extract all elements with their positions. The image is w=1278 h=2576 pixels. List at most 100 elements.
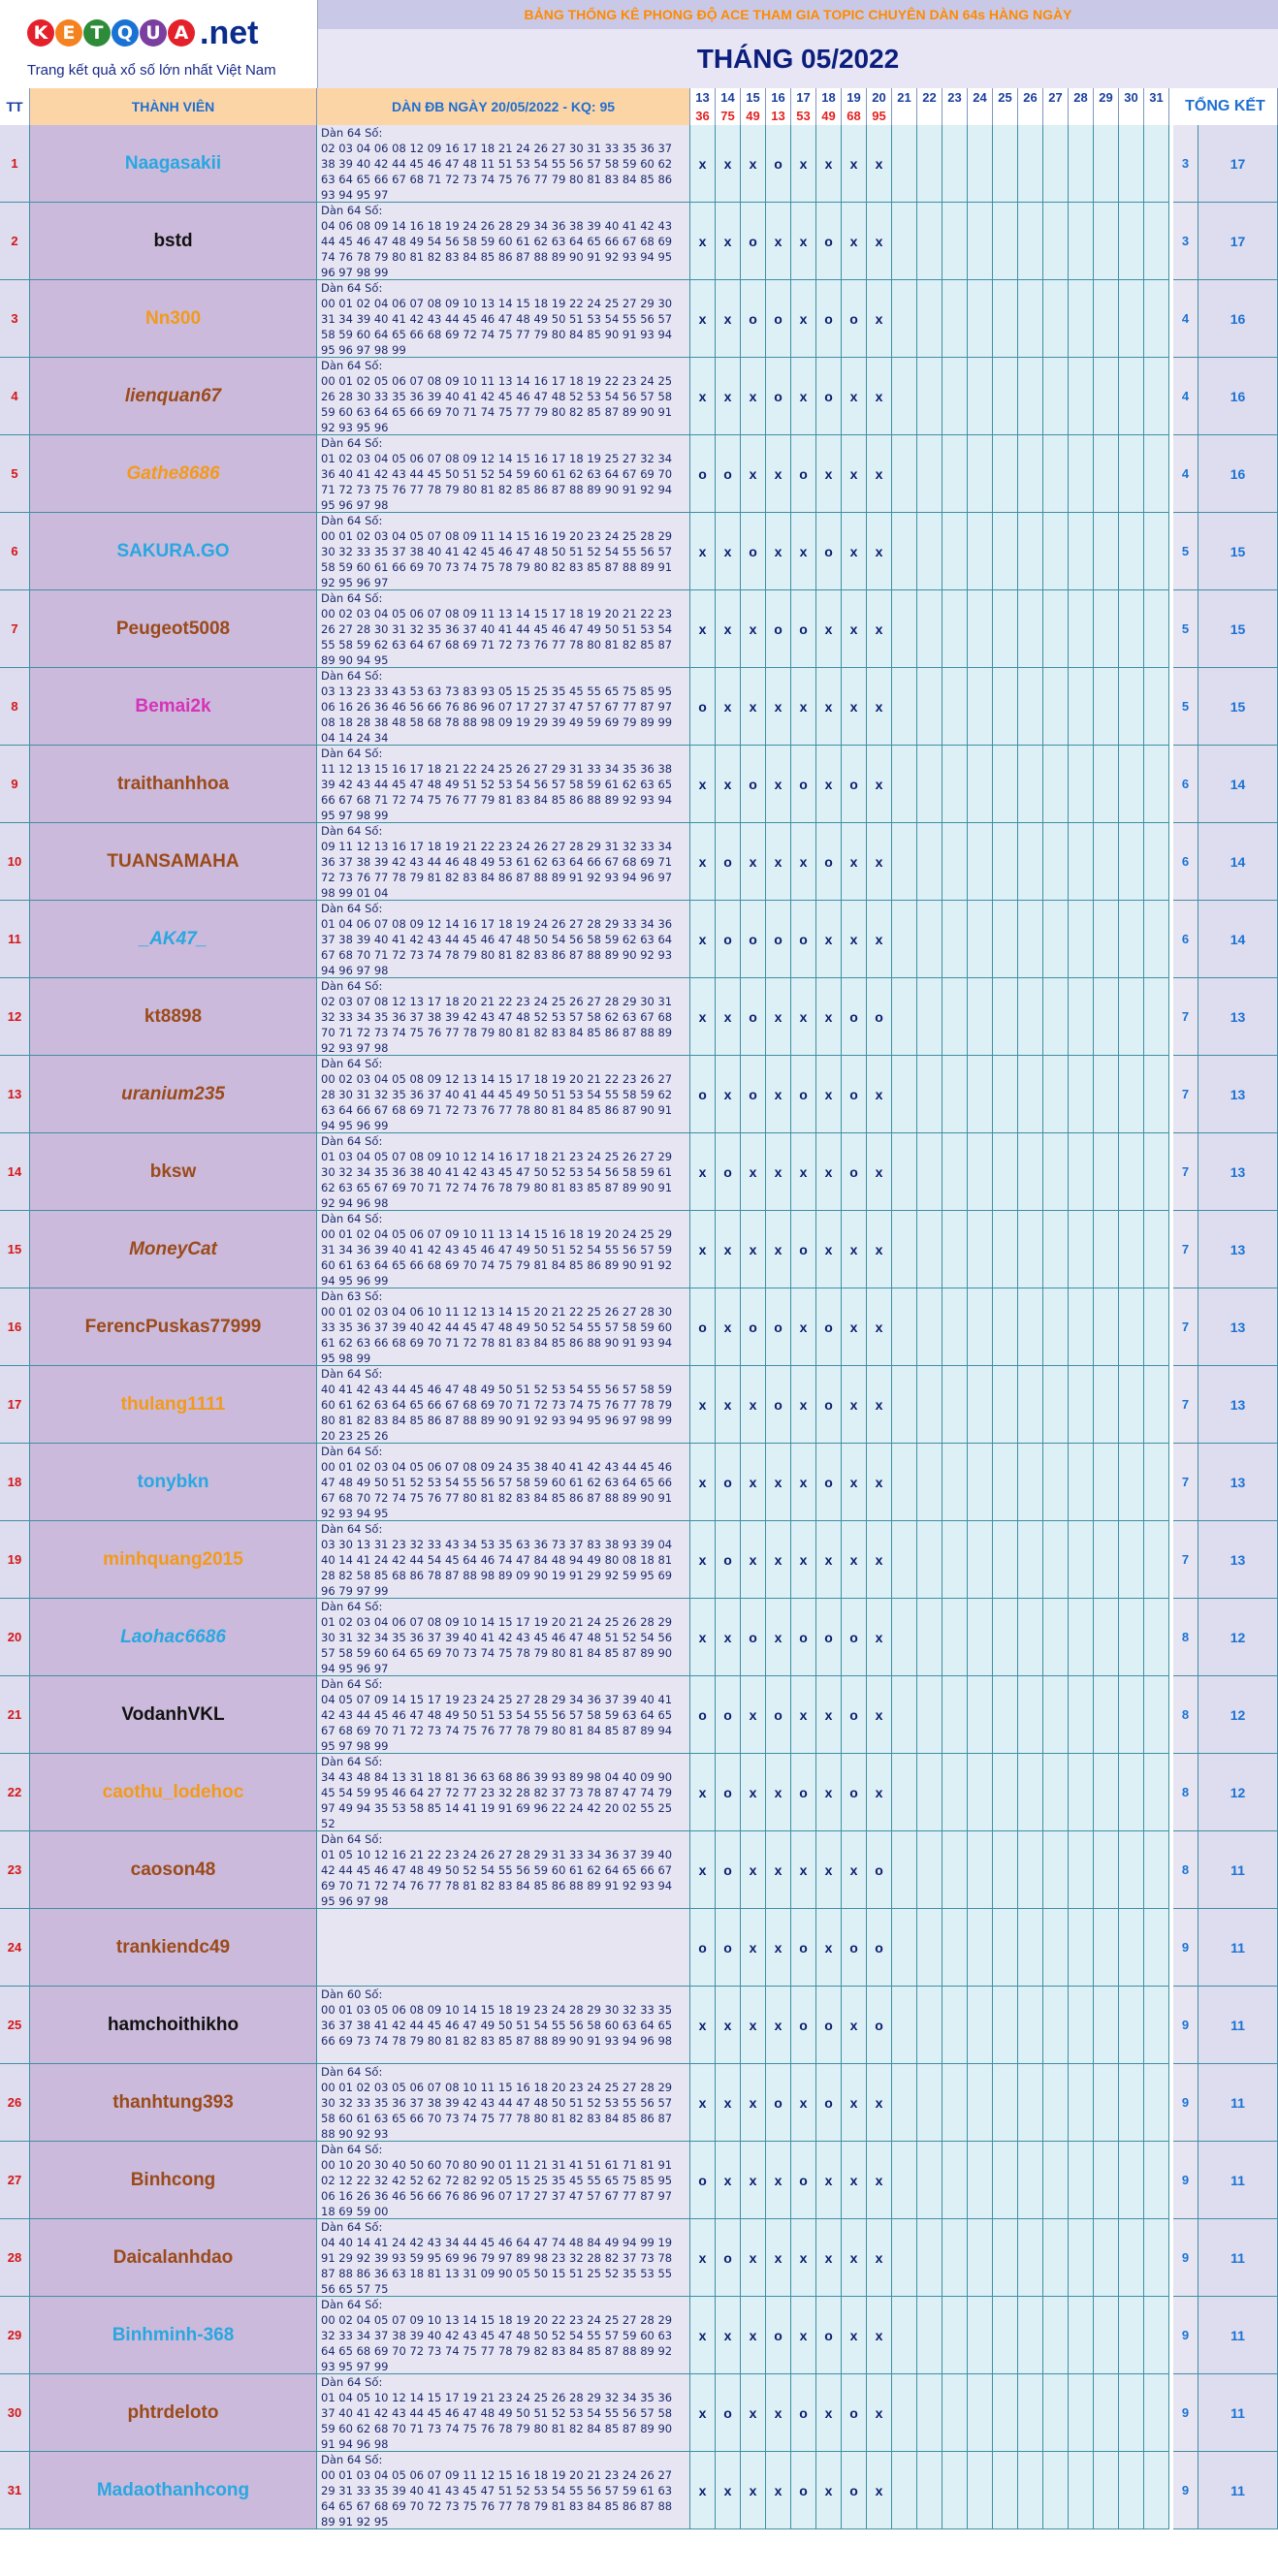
member-name[interactable]: Madaothanhcong [30, 2452, 317, 2529]
day-mark: x [741, 1831, 766, 1909]
day-mark: x [816, 901, 842, 978]
member-name[interactable]: minhquang2015 [30, 1521, 317, 1599]
member-name[interactable]: trankiendc49 [30, 1909, 317, 1987]
day-mark: x [690, 358, 716, 435]
dan-numbers: Dàn 64 Số: 11 12 13 15 16 17 18 21 22 24… [317, 746, 690, 823]
table-row: 12 kt8898 Dàn 64 Số: 02 03 07 08 12 13 17 … [0, 978, 1278, 1056]
day-mark: o [766, 2297, 791, 2374]
member-name[interactable]: Bemai2k [30, 668, 317, 746]
day-mark: x [842, 1831, 867, 1909]
day-mark [917, 513, 943, 590]
table-row: 3 Nn300 Dàn 64 Số: 00 01 02 04 06 07 08 09… [0, 280, 1278, 358]
day-result [993, 107, 1018, 125]
day-mark [943, 1909, 968, 1987]
day-mark [1018, 1599, 1043, 1676]
day-mark: x [766, 1521, 791, 1599]
member-name[interactable]: tonybkn [30, 1444, 317, 1521]
day-mark: x [690, 1211, 716, 1288]
day-mark: o [716, 823, 741, 901]
dan-text: Dàn 64 Số: 02 03 04 06 08 12 09 16 17 18… [321, 126, 673, 202]
member-name[interactable]: Naagasakii [30, 125, 317, 203]
day-mark [943, 1056, 968, 1133]
logo-letter: U [140, 19, 167, 47]
dan-text: Dàn 64 Số: 01 04 05 10 12 14 15 17 19 21… [321, 2375, 673, 2451]
day-mark [1018, 280, 1043, 358]
day-mark [1119, 125, 1144, 203]
miss-count: 6 [1173, 823, 1198, 901]
day-mark [968, 1521, 993, 1599]
member-name[interactable]: Nn300 [30, 280, 317, 358]
member-name[interactable]: SAKURA.GO [30, 513, 317, 590]
day-mark [1094, 668, 1119, 746]
member-name[interactable]: Laohac6686 [30, 1599, 317, 1676]
day-mark: o [766, 125, 791, 203]
member-name[interactable]: uranium235 [30, 1056, 317, 1133]
day-mark: x [690, 513, 716, 590]
day-mark [1119, 1133, 1144, 1211]
miss-count: 3 [1173, 125, 1198, 203]
day-mark: x [690, 2064, 716, 2142]
member-name[interactable]: lienquan67 [30, 358, 317, 435]
day-mark: o [816, 280, 842, 358]
member-name[interactable]: Binhcong [30, 2142, 317, 2219]
day-mark: o [690, 1676, 716, 1754]
day-mark [1018, 1133, 1043, 1211]
member-name[interactable]: bstd [30, 203, 317, 280]
member-name[interactable]: Gathe8686 [30, 435, 317, 513]
total-score: 12 [1198, 1676, 1278, 1754]
total-score: 13 [1198, 1288, 1278, 1366]
day-mark [1144, 2452, 1169, 2529]
day-mark: o [816, 1288, 842, 1366]
member-name[interactable]: traithanhhoa [30, 746, 317, 823]
day-mark: x [716, 1056, 741, 1133]
day-mark [1144, 2142, 1169, 2219]
day-mark [993, 2142, 1018, 2219]
day-mark: x [741, 668, 766, 746]
day-mark: x [716, 746, 741, 823]
day-mark: o [867, 1831, 892, 1909]
member-name[interactable]: kt8898 [30, 978, 317, 1056]
member-name[interactable]: Peugeot5008 [30, 590, 317, 668]
member-name[interactable]: bksw [30, 1133, 317, 1211]
day-mark [892, 1211, 917, 1288]
day-mark: x [766, 2219, 791, 2297]
day-mark [968, 280, 993, 358]
member-name[interactable]: thulang1111 [30, 1366, 317, 1444]
total-score: 16 [1198, 358, 1278, 435]
member-name[interactable]: Daicalanhdao [30, 2219, 317, 2297]
day-mark [993, 1211, 1018, 1288]
day-mark: o [816, 1444, 842, 1521]
day-result: 75 [716, 107, 741, 125]
member-name[interactable]: thanhtung393 [30, 2064, 317, 2142]
day-mark [1043, 978, 1069, 1056]
miss-count: 3 [1173, 203, 1198, 280]
day-mark [1069, 125, 1094, 203]
table-row: 27 Binhcong Dàn 64 Số: 00 10 20 30 40 50 6… [0, 2142, 1278, 2219]
member-name[interactable]: MoneyCat [30, 1211, 317, 1288]
miss-count: 6 [1173, 901, 1198, 978]
miss-count: 9 [1173, 2297, 1198, 2374]
day-mark: x [816, 125, 842, 203]
member-name[interactable]: _AK47_ [30, 901, 317, 978]
member-name[interactable]: caothu_lodehoc [30, 1754, 317, 1831]
day-mark [968, 2142, 993, 2219]
member-name[interactable]: hamchoithikho [30, 1987, 317, 2064]
day-mark [1094, 358, 1119, 435]
member-name[interactable]: phtrdeloto [30, 2374, 317, 2452]
miss-count: 9 [1173, 2142, 1198, 2219]
member-name[interactable]: TUANSAMAHA [30, 823, 317, 901]
day-mark [1069, 668, 1094, 746]
site-logo[interactable]: K E T Q U A .net Trang kết quả xổ số lớn nhất … [0, 0, 318, 89]
member-name[interactable]: FerencPuskas77999 [30, 1288, 317, 1366]
table-row: 29 Binhminh-368 Dàn 64 Số: 00 02 04 05 07 … [0, 2297, 1278, 2374]
member-name[interactable]: Binhminh-368 [30, 2297, 317, 2374]
total-score: 12 [1198, 1754, 1278, 1831]
day-mark: x [791, 1288, 816, 1366]
member-name[interactable]: caoson48 [30, 1831, 317, 1909]
table-row: 25 hamchoithikho Dàn 60 Số: 00 01 03 05 06… [0, 1987, 1278, 2064]
dan-numbers: Dàn 64 Số: 00 02 03 04 05 06 07 08 09 11… [317, 590, 690, 668]
day-mark: o [816, 1987, 842, 2064]
member-name[interactable]: VodanhVKL [30, 1676, 317, 1754]
row-number: 30 [0, 2374, 30, 2452]
